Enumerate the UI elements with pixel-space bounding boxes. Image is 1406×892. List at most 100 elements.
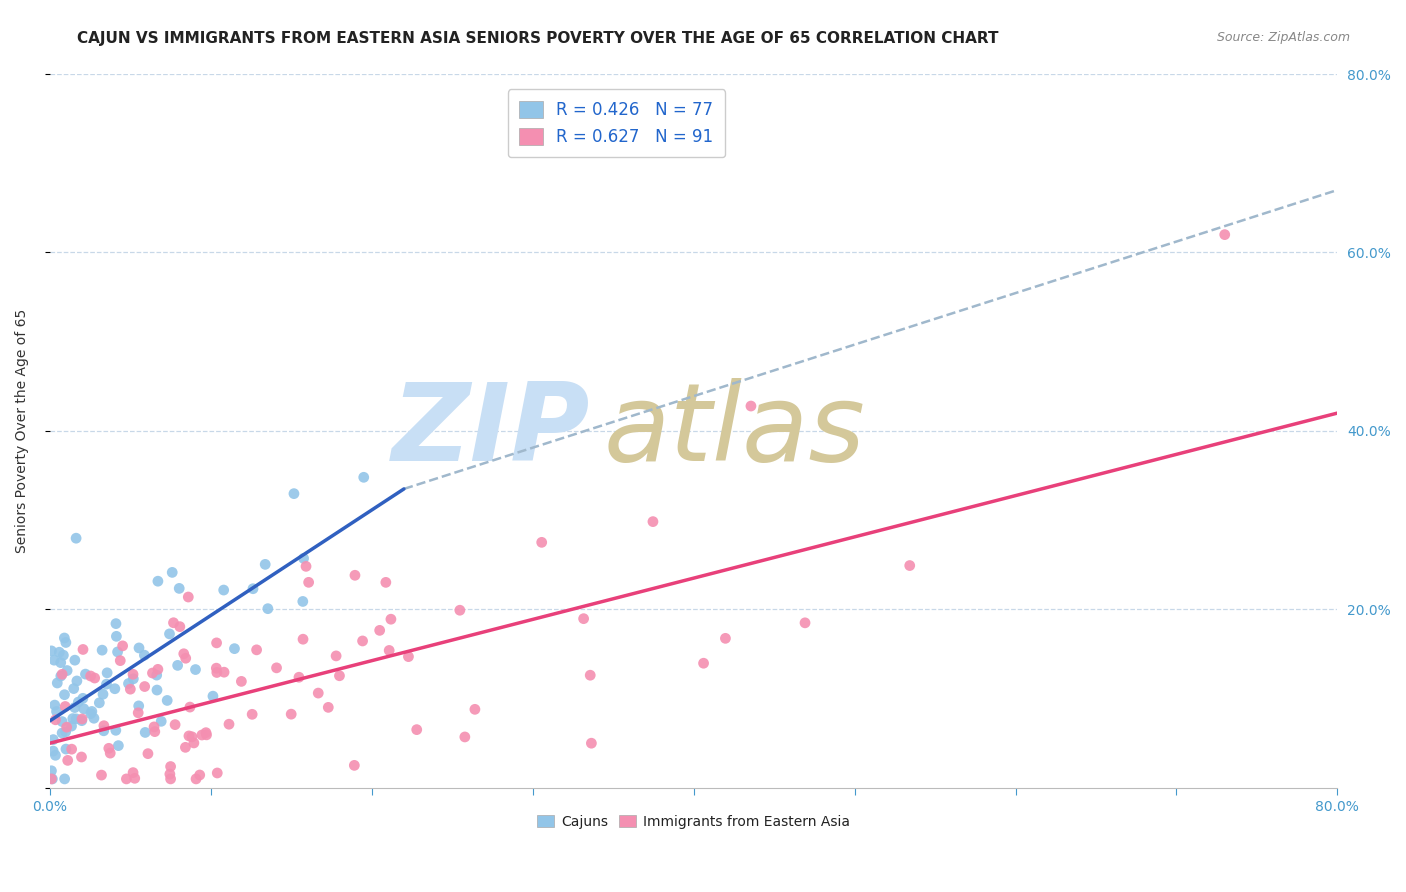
Point: [325, 648, 347, 663]
Point: [117, 676, 139, 690]
Point: [107, 645, 129, 659]
Point: [167, 582, 190, 596]
Point: [55, 720, 77, 734]
Point: [195, 728, 218, 742]
Point: [98, 746, 121, 760]
Point: [49, 669, 72, 683]
Point: [231, 674, 253, 689]
Point: [143, 724, 166, 739]
Point: [44, 748, 66, 763]
Point: [42, 732, 65, 747]
Point: [295, 559, 318, 574]
Point: [368, 624, 391, 638]
Point: [66, 673, 89, 688]
Point: [70, 712, 93, 726]
Point: [104, 616, 127, 631]
Point: [173, 647, 195, 661]
Point: [62, 681, 84, 696]
Point: [579, 668, 602, 682]
Point: [49, 656, 72, 670]
Point: [150, 714, 173, 729]
Point: [60, 742, 83, 756]
Point: [124, 772, 146, 786]
Point: [692, 657, 714, 671]
Point: [42, 744, 65, 758]
Point: [127, 706, 149, 720]
Legend: Cajuns, Immigrants from Eastern Asia: Cajuns, Immigrants from Eastern Asia: [531, 809, 855, 834]
Point: [89, 696, 111, 710]
Point: [55, 635, 77, 649]
Point: [104, 681, 127, 696]
Point: [205, 661, 228, 675]
Point: [80, 706, 103, 721]
Point: [122, 672, 145, 686]
Point: [184, 772, 207, 786]
Point: [46, 676, 69, 690]
Point: [51, 726, 73, 740]
Point: [205, 665, 228, 680]
Point: [169, 620, 191, 634]
Point: [56, 753, 79, 767]
Point: [56, 664, 79, 678]
Point: [177, 729, 200, 743]
Point: [454, 730, 477, 744]
Point: [174, 740, 197, 755]
Point: [280, 707, 302, 722]
Point: [188, 768, 211, 782]
Point: [174, 651, 197, 665]
Point: [398, 649, 420, 664]
Point: [291, 594, 314, 608]
Point: [41, 772, 63, 786]
Point: [110, 654, 132, 668]
Point: [111, 639, 134, 653]
Point: [159, 772, 181, 786]
Point: [128, 698, 150, 713]
Point: [212, 582, 235, 597]
Point: [107, 739, 129, 753]
Y-axis label: Seniors Poverty Over the Age of 65: Seniors Poverty Over the Age of 65: [15, 309, 30, 553]
Point: [51, 667, 73, 681]
Point: [53, 772, 76, 786]
Point: [794, 615, 817, 630]
Point: [207, 766, 229, 780]
Point: [70, 750, 93, 764]
Point: [60, 719, 83, 733]
Point: [63, 653, 86, 667]
Point: [93, 719, 115, 733]
Point: [374, 575, 396, 590]
Point: [96, 665, 118, 680]
Point: [177, 590, 200, 604]
Point: [73, 702, 96, 716]
Point: [120, 682, 142, 697]
Point: [572, 612, 595, 626]
Point: [45, 705, 67, 719]
Point: [166, 658, 188, 673]
Point: [449, 603, 471, 617]
Point: [316, 700, 339, 714]
Point: [104, 723, 127, 738]
Point: [55, 742, 77, 756]
Point: [191, 728, 214, 742]
Point: [146, 662, 169, 676]
Point: [184, 663, 207, 677]
Point: [115, 772, 138, 786]
Point: [165, 717, 187, 731]
Point: [44, 653, 66, 667]
Point: [83, 711, 105, 725]
Point: [41, 644, 63, 658]
Point: [159, 759, 181, 773]
Point: [41, 772, 63, 786]
Point: [353, 470, 375, 484]
Point: [1213, 227, 1236, 242]
Point: [257, 601, 280, 615]
Point: [63, 700, 86, 714]
Point: [44, 698, 66, 712]
Point: [641, 515, 664, 529]
Point: [194, 725, 217, 739]
Point: [183, 736, 205, 750]
Point: [246, 643, 269, 657]
Text: Source: ZipAtlas.com: Source: ZipAtlas.com: [1216, 31, 1350, 45]
Point: [80, 705, 103, 719]
Point: [581, 736, 603, 750]
Point: [162, 615, 184, 630]
